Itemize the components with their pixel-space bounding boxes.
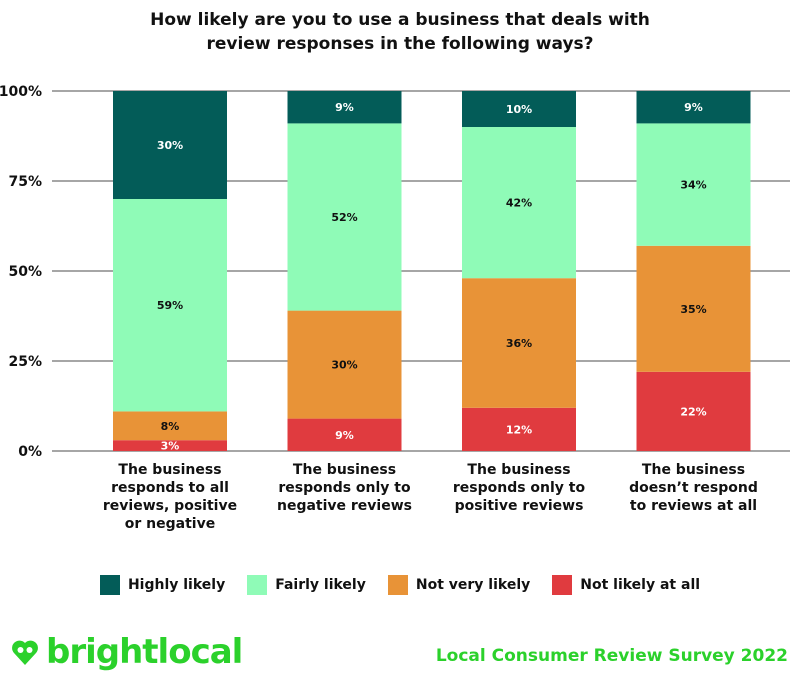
x-tick-label: doesn’t respond	[629, 480, 758, 496]
data-label: 3%	[161, 440, 180, 453]
y-tick-label: 25%	[8, 354, 42, 370]
bar-segment	[636, 245, 751, 372]
bar-segment	[287, 418, 402, 451]
data-label: 9%	[684, 101, 703, 114]
bar-segment	[462, 91, 576, 127]
bar-segment	[462, 278, 576, 408]
bar-segment	[462, 127, 576, 279]
bar-segment	[287, 91, 402, 124]
x-tick-label: The business	[642, 462, 745, 478]
legend-swatch	[99, 575, 120, 595]
x-tick-label: negative reviews	[277, 498, 412, 514]
y-tick-label: 75%	[8, 174, 42, 190]
bar-segment	[113, 91, 227, 199]
x-tick-label: responds only to	[453, 480, 586, 496]
data-label: 30%	[157, 139, 183, 152]
bar-segment	[287, 123, 402, 311]
legend-label: Fairly likely	[275, 577, 366, 593]
brightlocal-logo: brightlocal	[10, 632, 243, 672]
data-label: 52%	[331, 211, 357, 224]
x-tick-label: The business	[118, 462, 221, 478]
y-tick-label: 0%	[18, 444, 42, 460]
chart-title: How likely are you to use a business tha…	[0, 8, 800, 56]
x-tick-label: responds to all	[111, 480, 229, 496]
legend-item: Not likely at all	[552, 575, 700, 595]
x-tick-label: to reviews at all	[630, 498, 757, 514]
x-tick-label: responds only to	[278, 480, 411, 496]
brand-name: brightlocal	[46, 632, 243, 672]
bar-segment	[113, 440, 227, 451]
chart-title-line: How likely are you to use a business tha…	[150, 10, 650, 30]
x-tick-label: reviews, positive	[103, 498, 237, 514]
data-label: 42%	[506, 197, 532, 210]
legend-swatch	[247, 575, 268, 595]
bar-segment	[462, 407, 576, 451]
legend-swatch	[387, 575, 408, 595]
data-label: 36%	[506, 337, 532, 350]
data-label: 22%	[680, 405, 706, 418]
data-label: 35%	[680, 303, 706, 316]
legend-item: Highly likely	[99, 575, 226, 595]
stacked-bar-chart: 0% 25% 50% 75% 100% 3% 8% 59% 30% The business res…	[0, 84, 790, 532]
bar-segment	[636, 371, 751, 451]
data-label: 59%	[157, 299, 183, 312]
legend-label: Not likely at all	[580, 577, 701, 593]
legend: Highly likely Fairly likely Not very likel…	[0, 575, 800, 595]
x-tick-label: The business	[293, 462, 396, 478]
legend-label: Not very likely	[415, 577, 531, 593]
bar-segment	[113, 411, 227, 441]
x-tick-label: positive reviews	[455, 498, 584, 514]
data-label: 9%	[335, 101, 354, 114]
x-tick-label: or negative	[125, 516, 215, 532]
survey-name: Local Consumer Review Survey 2022	[435, 646, 788, 666]
legend-item: Not very likely	[387, 575, 531, 595]
legend-swatch	[552, 575, 573, 595]
data-label: 34%	[680, 179, 706, 192]
bar-segment	[636, 123, 751, 246]
legend-label: Highly likely	[127, 577, 226, 593]
chart-title-line: review responses in the following ways?	[206, 34, 594, 54]
y-tick-label: 100%	[0, 84, 42, 100]
legend-item: Fairly likely	[247, 575, 366, 595]
data-label: 12%	[506, 423, 532, 436]
heart-pin-icon	[12, 640, 38, 665]
data-label: 9%	[335, 429, 354, 442]
bar-segment	[113, 199, 227, 412]
x-tick-label: The business	[467, 462, 570, 478]
data-label: 30%	[331, 359, 357, 372]
data-label: 8%	[161, 420, 180, 433]
bar-segment	[287, 310, 402, 419]
y-tick-label: 50%	[8, 264, 42, 280]
data-label: 10%	[506, 103, 532, 116]
bar-segment	[636, 91, 751, 124]
